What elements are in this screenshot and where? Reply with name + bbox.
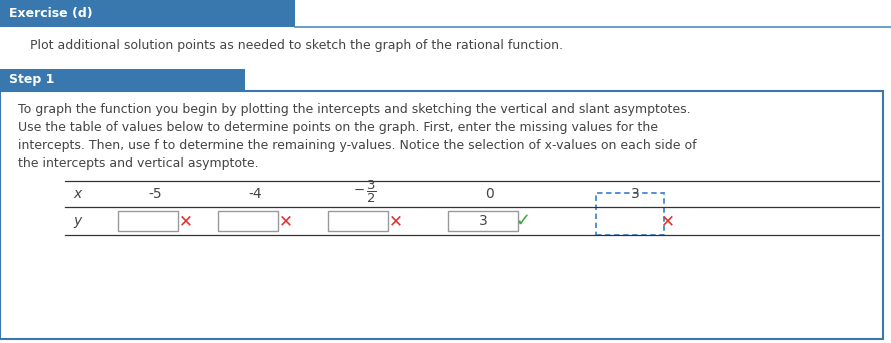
Text: ✕: ✕	[279, 212, 293, 230]
Text: Exercise (d): Exercise (d)	[9, 7, 93, 20]
Text: -5: -5	[148, 187, 162, 201]
Bar	[0, 91, 883, 339]
Bar	[596, 193, 664, 235]
Text: ✕: ✕	[661, 212, 675, 230]
Bar	[0, 0, 295, 27]
Text: the intercepts and vertical asymptote.: the intercepts and vertical asymptote.	[18, 157, 258, 170]
Text: x: x	[73, 187, 81, 201]
Text: ✕: ✕	[179, 212, 193, 230]
Text: $-\,\dfrac{3}{2}$: $-\,\dfrac{3}{2}$	[353, 179, 377, 205]
Text: y: y	[73, 214, 81, 228]
Bar	[0, 69, 245, 91]
Bar	[218, 211, 278, 231]
Text: ✓: ✓	[515, 212, 530, 230]
Bar	[328, 211, 388, 231]
Text: 3: 3	[478, 214, 487, 228]
Bar	[448, 211, 518, 231]
Text: Step 1: Step 1	[9, 73, 54, 86]
Text: intercepts. Then, use f to determine the remaining y-values. Notice the selectio: intercepts. Then, use f to determine the…	[18, 139, 697, 152]
Text: 0: 0	[486, 187, 495, 201]
Text: To graph the function you begin by plotting the intercepts and sketching the ver: To graph the function you begin by plott…	[18, 103, 691, 116]
Text: ✕: ✕	[389, 212, 403, 230]
Text: 3: 3	[631, 187, 640, 201]
Text: Plot additional solution points as needed to sketch the graph of the rational fu: Plot additional solution points as neede…	[30, 39, 563, 52]
Bar	[118, 211, 178, 231]
Text: Use the table of values below to determine points on the graph. First, enter the: Use the table of values below to determi…	[18, 121, 658, 134]
Text: -4: -4	[249, 187, 262, 201]
